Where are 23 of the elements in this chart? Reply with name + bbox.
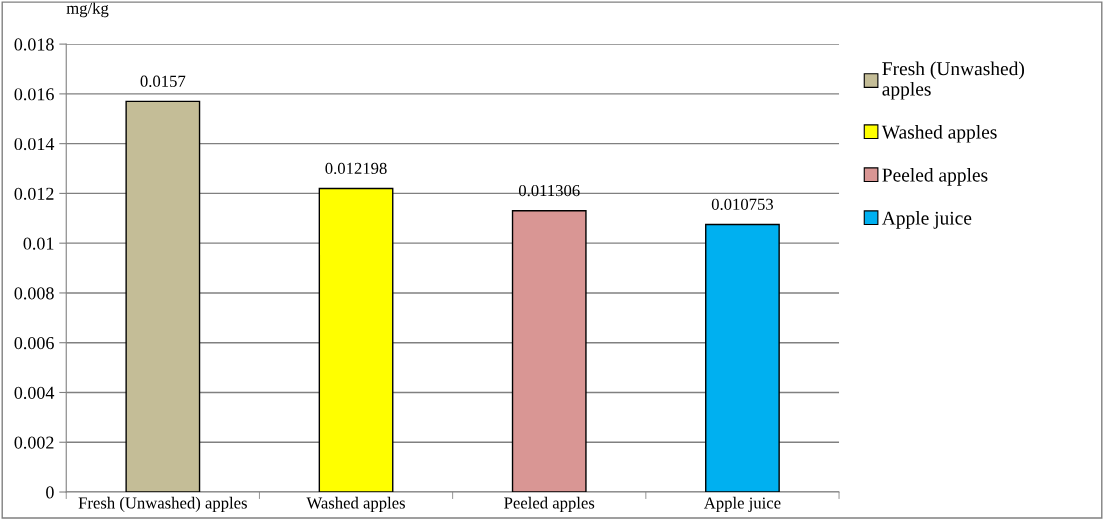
x-tick-label: Fresh (Unwashed) apples bbox=[78, 496, 247, 512]
y-axis-title: mg/kg bbox=[66, 2, 109, 18]
legend-label: Fresh (Unwashed) apples bbox=[882, 61, 1025, 100]
y-tick-label: 0.008 bbox=[14, 287, 54, 300]
data-label: 0.0157 bbox=[140, 75, 186, 87]
y-tick-label: 0.012 bbox=[14, 187, 54, 200]
x-tick-label: Washed apples bbox=[306, 496, 405, 512]
y-tick-label: 0.016 bbox=[14, 88, 54, 101]
y-tick-label: 0 bbox=[46, 486, 54, 499]
legend-label: Washed apples bbox=[881, 124, 997, 143]
x-tick-label: Apple juice bbox=[703, 496, 781, 512]
data-label: 0.012198 bbox=[325, 162, 387, 175]
y-tick-label: 0.01 bbox=[23, 237, 54, 250]
y-tick-label: 0.006 bbox=[14, 336, 54, 350]
x-tick-label: Peeled apples bbox=[504, 496, 595, 512]
data-label: 0.010753 bbox=[711, 198, 774, 211]
data-label: 0.011306 bbox=[518, 184, 580, 197]
y-tick-label: 0.004 bbox=[14, 386, 55, 399]
y-tick-label: 0.002 bbox=[14, 436, 54, 449]
y-tick-label: 0.018 bbox=[14, 38, 54, 51]
y-tick-label: 0.014 bbox=[14, 137, 55, 151]
legend-label: Peeled apples bbox=[882, 168, 988, 186]
legend-label: Apple juice bbox=[881, 211, 972, 229]
